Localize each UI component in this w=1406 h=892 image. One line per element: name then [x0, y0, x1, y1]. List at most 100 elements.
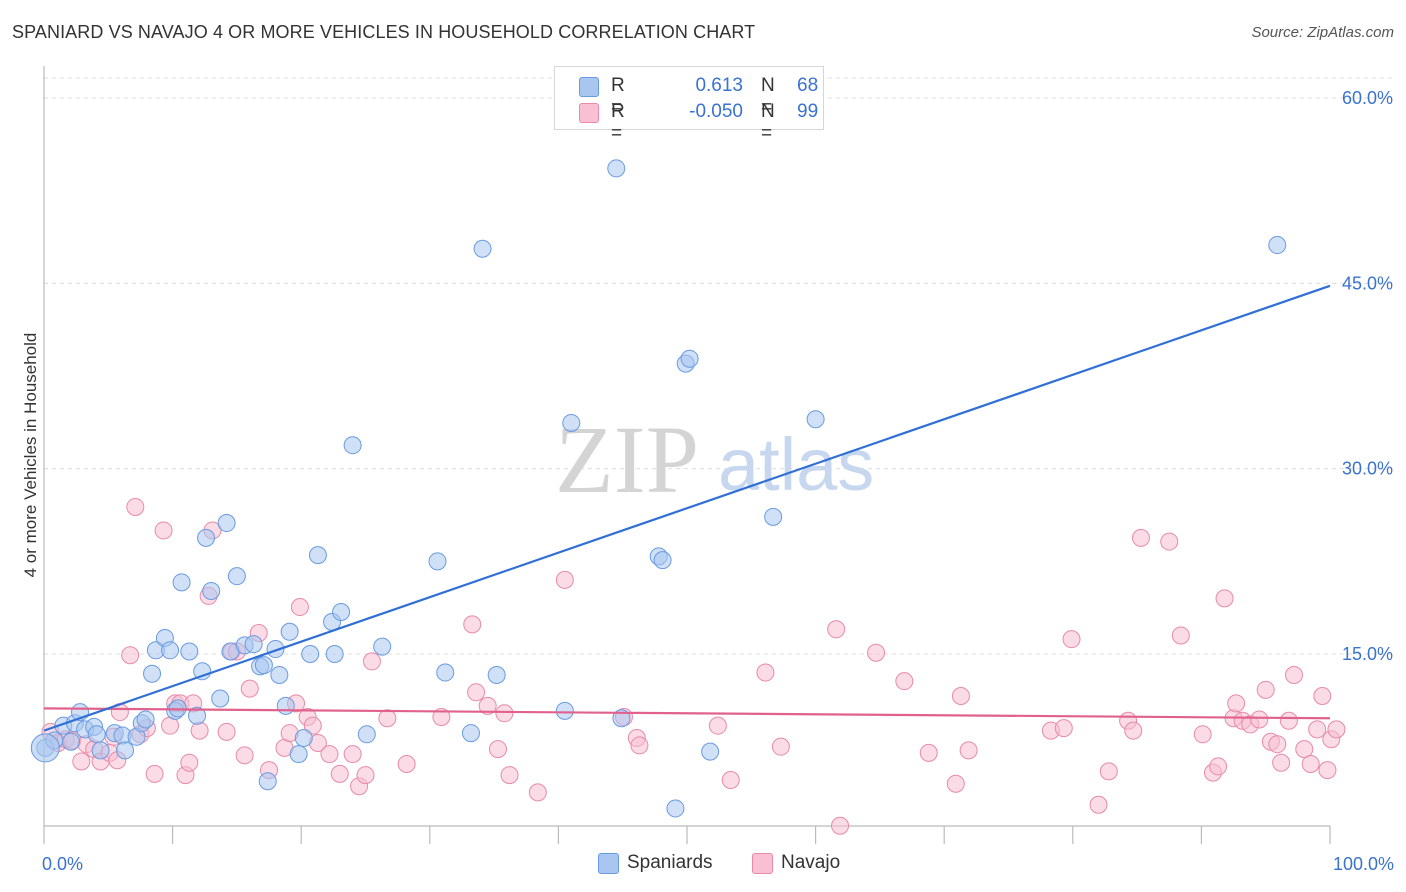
spaniard-point: [473, 239, 492, 258]
grid-lines: [44, 77, 1394, 655]
spaniard-point: [607, 159, 626, 178]
spaniard-point: [436, 663, 455, 682]
x-tick-label: 0.0%: [42, 854, 83, 874]
y-tick-label: 60.0%: [1342, 88, 1393, 108]
r-value: 0.613: [695, 75, 743, 96]
spaniard-point: [91, 741, 110, 760]
spaniard-point: [555, 701, 574, 720]
navajo-point: [1318, 761, 1337, 780]
navajo-point: [1099, 762, 1118, 781]
spaniard-point: [289, 745, 308, 764]
navajo-point: [1209, 757, 1228, 776]
navajo-point: [708, 716, 727, 735]
spaniard-point: [653, 551, 672, 570]
navajo-point: [1256, 680, 1275, 699]
navajo-point: [756, 663, 775, 682]
spaniard-point: [227, 567, 246, 586]
navajo-point: [362, 652, 381, 671]
navajo-point: [495, 704, 514, 723]
spaniard-point: [258, 772, 277, 791]
navajo-point: [1089, 795, 1108, 814]
trend-lines: [43, 284, 1331, 732]
spaniard-point: [62, 732, 81, 751]
navajo-point: [1295, 740, 1314, 759]
y-axis-label: 4 or more Vehicles in Household: [21, 333, 40, 578]
navajo-point: [1171, 626, 1190, 645]
navajo-point: [721, 771, 740, 790]
spaniard-point: [666, 799, 685, 818]
n-value: 68: [797, 75, 819, 96]
navajo-point: [1131, 528, 1150, 547]
navajo-point: [290, 598, 309, 617]
spaniards-swatch: [579, 77, 599, 97]
navajo-point: [330, 764, 349, 783]
navajo-point: [951, 687, 970, 706]
r-label: R =: [611, 101, 625, 144]
navajo-swatch: [752, 853, 773, 874]
navajo-point: [1062, 630, 1081, 649]
watermark: ZIP atlas: [555, 406, 874, 513]
navajo-point: [397, 754, 416, 773]
spaniard-point: [701, 742, 720, 761]
navajo-point: [1284, 666, 1303, 685]
y-tick-labels: 15.0% 30.0% 45.0% 60.0%: [1342, 88, 1393, 664]
spaniard-point: [280, 622, 299, 641]
spaniard-point: [562, 413, 581, 432]
spaniard-point: [197, 528, 216, 547]
spaniard-points: [30, 159, 1287, 818]
navajo-point: [1308, 720, 1327, 739]
navajo-point: [303, 716, 322, 735]
navajo-point: [1193, 725, 1212, 744]
spaniard-point: [161, 641, 180, 660]
navajo-point: [343, 745, 362, 764]
spaniard-point: [332, 602, 351, 621]
spaniard-point: [325, 645, 344, 663]
navajo-point: [463, 615, 482, 634]
navajo-point: [555, 570, 574, 589]
navajo-point: [320, 745, 339, 764]
navajo-point: [217, 722, 236, 741]
spaniard-point: [276, 696, 295, 715]
navajo-point: [488, 740, 507, 759]
navajo-point: [356, 766, 375, 785]
y-tick-label: 45.0%: [1342, 273, 1393, 293]
spaniard-point: [294, 729, 313, 748]
navajo-point: [1272, 753, 1291, 772]
navajo-point: [1054, 719, 1073, 738]
spaniards-trend-line: [43, 284, 1331, 732]
navajo-point: [1160, 532, 1179, 551]
spaniard-point: [343, 436, 362, 455]
spaniard-point: [266, 640, 285, 659]
navajo-point: [1268, 735, 1287, 754]
navajo-points: [41, 497, 1346, 835]
navajo-point: [867, 643, 886, 662]
spaniard-point: [172, 573, 191, 592]
x-tick-labels: 0.0% 100.0%: [42, 854, 1394, 874]
spaniard-point: [188, 706, 207, 725]
stats-legend: R = 0.613 N = 68 R = -0.050 N = 99: [554, 66, 824, 144]
spaniard-point: [764, 507, 783, 526]
spaniard-point: [270, 666, 289, 685]
spaniard-point: [217, 514, 236, 533]
spaniard-point: [87, 725, 106, 744]
spaniard-point: [487, 666, 506, 685]
spaniard-point: [211, 689, 230, 708]
navajo-point: [500, 766, 519, 785]
spaniard-point: [612, 709, 631, 728]
navajo-point: [1227, 694, 1246, 713]
spaniards-swatch: [598, 853, 619, 874]
navajo-point: [467, 683, 486, 702]
spaniard-point: [806, 410, 825, 429]
navajo-point: [154, 521, 173, 540]
navajo-trend-line: [43, 707, 1331, 720]
navajo-point: [895, 672, 914, 691]
source-credit: Source: ZipAtlas.com: [1251, 24, 1394, 41]
navajo-point: [126, 497, 145, 516]
spaniard-point: [244, 635, 263, 654]
navajo-point: [1327, 720, 1346, 739]
navajo-point: [180, 753, 199, 772]
navajo-point: [145, 764, 164, 783]
watermark-atlas: atlas: [718, 423, 874, 506]
spaniard-point: [428, 552, 447, 571]
legend-label: Spaniards: [627, 852, 713, 873]
